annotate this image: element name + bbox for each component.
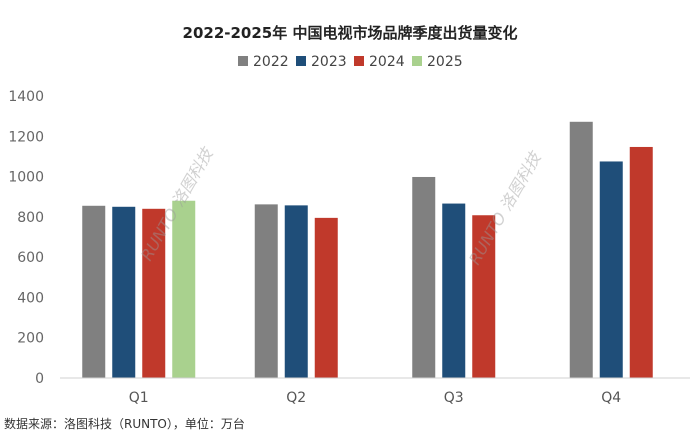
y-axis: 0 200 400 600 800 1000 1200 1400 [8, 89, 44, 387]
x-tick-label: Q4 [601, 390, 621, 406]
bar-2022-Q3 [412, 176, 436, 378]
legend-label-2025: 2025 [427, 54, 463, 70]
legend-label-2023: 2023 [311, 54, 347, 70]
legend-swatch-2025 [412, 56, 422, 66]
x-axis: Q1 Q2 Q3 Q4 [60, 377, 690, 406]
legend-swatch-2022 [238, 56, 248, 66]
y-tick-label: 1200 [8, 129, 44, 145]
legend-swatch-2024 [354, 56, 364, 66]
y-tick-label: 200 [17, 331, 44, 347]
y-tick-label: 400 [17, 290, 44, 306]
bar-2024-Q3 [472, 215, 496, 378]
legend: 2022 2023 2024 2025 [238, 54, 463, 70]
source-note: 数据来源：洛图科技（RUNTO），单位：万台 [4, 416, 245, 431]
x-tick-label: Q3 [444, 390, 464, 406]
bar-2023-Q2 [284, 205, 308, 378]
legend-label-2022: 2022 [253, 54, 289, 70]
x-tick-label: Q2 [286, 390, 306, 406]
bar-2024-Q1 [142, 208, 166, 378]
bar-2024-Q4 [629, 146, 653, 378]
y-tick-label: 800 [17, 210, 44, 226]
bar-2022-Q2 [254, 204, 278, 378]
bar-2023-Q1 [112, 206, 136, 378]
y-tick-label: 600 [17, 250, 44, 266]
bar-2023-Q3 [442, 203, 466, 378]
watermark: RUNTO 洛图科技 [465, 147, 546, 268]
y-tick-label: 0 [35, 371, 44, 387]
bar-2023-Q4 [599, 161, 623, 378]
y-tick-label: 1400 [8, 89, 44, 105]
y-tick-label: 1000 [8, 170, 44, 186]
bar-2024-Q2 [314, 217, 338, 378]
bar-2025-Q1 [172, 200, 196, 378]
legend-swatch-2023 [296, 56, 306, 66]
x-tick-label: Q1 [129, 390, 149, 406]
chart-title: 2022-2025年 中国电视市场品牌季度出货量变化 [183, 24, 518, 42]
bar-2022-Q1 [82, 205, 106, 378]
legend-label-2024: 2024 [369, 54, 405, 70]
bar-2022-Q4 [569, 121, 593, 378]
bars [82, 121, 653, 378]
